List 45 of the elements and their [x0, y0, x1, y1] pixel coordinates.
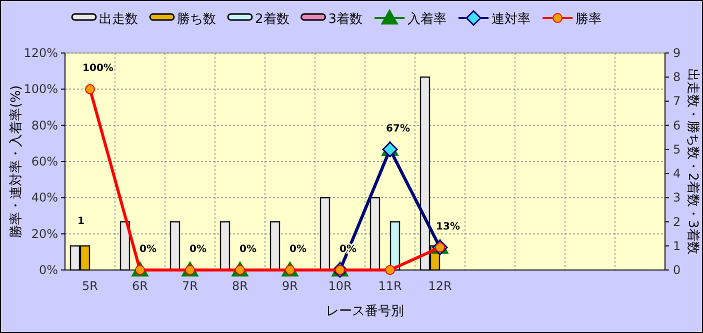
y-tick-label: 120% [24, 46, 58, 60]
y2-tick-label: 5 [673, 142, 681, 156]
y-axis-title: 勝率・連対率・入着率(%) [8, 85, 24, 238]
x-tick-label: 11R [378, 279, 402, 293]
y-tick-label: 0% [38, 263, 58, 277]
y2-tick-label: 8 [673, 70, 681, 84]
x-tick-label: 10R [328, 279, 352, 293]
legend-label: 連対率 [492, 11, 531, 27]
x-tick-label: 9R [282, 279, 298, 293]
y2-axis-title: 出走数・勝ち数・2着数・3着数 [685, 68, 701, 254]
y2-tick-label: 2 [673, 214, 681, 229]
legend-label: 勝率 [576, 11, 602, 27]
y2-tick-label: 6 [673, 118, 681, 132]
data-label: 0% [240, 244, 256, 255]
point [85, 84, 95, 94]
y2-tick-label: 7 [673, 94, 681, 108]
y2-tick-label: 1 [673, 238, 681, 253]
data-label: 0% [290, 244, 306, 255]
data-label: 13% [436, 221, 460, 232]
y-tick-label: 80% [31, 118, 58, 132]
data-label: 1 [78, 216, 85, 227]
y2-tick-label: 4 [673, 166, 681, 181]
point [385, 265, 395, 275]
legend-label: 3着数 [328, 11, 363, 27]
y-tick-label: 100% [24, 82, 58, 96]
x-axis-title: レース番号別 [326, 304, 404, 319]
y2-tick-label: 0 [673, 263, 681, 277]
legend-label: 出走数 [99, 12, 138, 27]
y2-tick-label: 3 [673, 190, 681, 205]
x-tick-label: 7R [182, 279, 198, 293]
data-label: 0% [140, 244, 156, 255]
y-tick-label: 20% [31, 226, 58, 241]
x-tick-label: 8R [232, 279, 248, 293]
y2-tick-label: 9 [673, 46, 681, 60]
legend-label: 2着数 [255, 11, 290, 27]
y-tick-label: 40% [31, 190, 58, 205]
data-label: 67% [386, 123, 410, 134]
y-tick-label: 60% [31, 154, 58, 168]
x-tick-label: 6R [132, 279, 148, 293]
x-tick-label: 12R [428, 279, 452, 293]
data-label: 0% [190, 244, 206, 255]
legend-label: 勝ち数 [177, 12, 216, 27]
data-label: 100% [82, 63, 114, 74]
legend-label: 入着率 [408, 11, 447, 27]
x-tick-label: 5R [82, 279, 98, 293]
